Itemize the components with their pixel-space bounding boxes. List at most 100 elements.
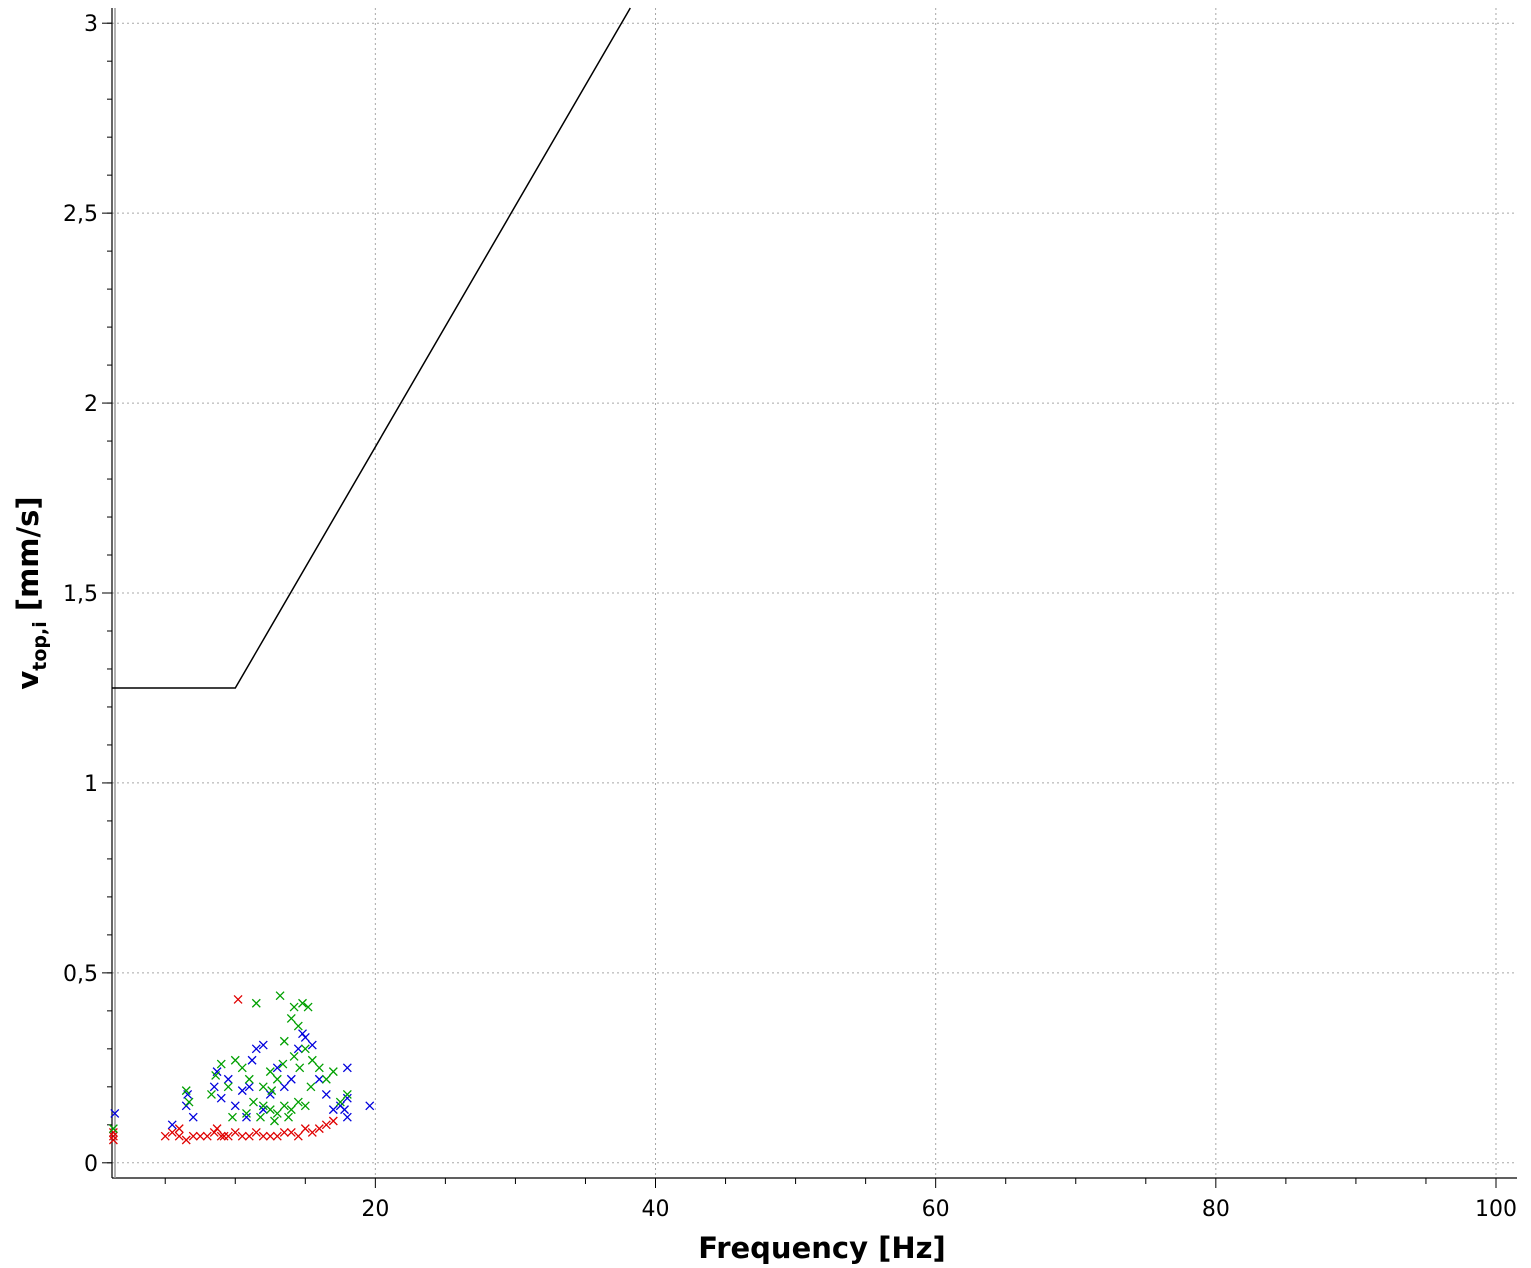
data-point [265, 1105, 275, 1115]
data-point [279, 1101, 289, 1111]
data-point [188, 1112, 198, 1122]
data-point [275, 991, 285, 1001]
data-point [278, 1059, 288, 1069]
data-point [293, 1044, 303, 1054]
data-point [244, 1131, 254, 1141]
data-point [251, 1127, 261, 1137]
data-point [265, 1067, 275, 1077]
data-point [184, 1097, 194, 1107]
data-point [300, 1124, 310, 1134]
data-point [258, 1105, 268, 1115]
data-point [272, 1074, 282, 1084]
grid [112, 8, 1517, 1178]
data-point [270, 1116, 279, 1126]
data-point [230, 1055, 240, 1065]
y-tick-label: 1 [84, 772, 98, 797]
data-point [298, 998, 307, 1008]
data-point [230, 1127, 240, 1137]
data-point [242, 1112, 251, 1122]
data-point [247, 1055, 257, 1065]
data-point [108, 1124, 118, 1134]
data-point [286, 1105, 296, 1115]
data-point [244, 1082, 254, 1092]
y-tick-label: 0 [84, 1152, 98, 1177]
data-point [328, 1116, 338, 1126]
data-point [303, 1002, 313, 1012]
data-point [233, 995, 243, 1004]
limit-line [112, 7, 631, 689]
data-point [279, 1082, 289, 1092]
x-tick-label: 100 [1475, 1197, 1517, 1222]
data-point [108, 1131, 118, 1141]
data-point [202, 1131, 212, 1141]
data-point [237, 1063, 247, 1073]
data-point [328, 1105, 338, 1115]
data-point [272, 1063, 282, 1073]
data-point [242, 1108, 251, 1118]
data-point [342, 1112, 352, 1122]
data-point [365, 1101, 375, 1111]
x-tick-label: 20 [361, 1197, 389, 1222]
axes [102, 8, 1517, 1188]
data-point [289, 1051, 299, 1061]
data-point [108, 1127, 118, 1137]
data-point [219, 1131, 229, 1141]
y-axis-title-subscript: top,i [29, 621, 51, 670]
data-point [167, 1120, 177, 1130]
data-point [258, 1040, 268, 1050]
data-point [251, 1044, 261, 1054]
data-point [188, 1131, 198, 1141]
data-point [195, 1131, 205, 1141]
data-point [321, 1089, 331, 1099]
data-point [223, 1074, 233, 1084]
y-tick-label: 2 [84, 392, 98, 417]
data-point [342, 1093, 352, 1103]
data-point [251, 998, 261, 1008]
data-point [307, 1040, 317, 1050]
data-point [181, 1086, 191, 1096]
x-tick-label: 40 [642, 1197, 670, 1222]
data-point [295, 1063, 305, 1073]
data-point [223, 1082, 233, 1092]
data-points [108, 991, 375, 1145]
data-point [237, 1086, 247, 1096]
data-point [293, 1131, 303, 1141]
y-tick-label: 1,5 [63, 582, 98, 607]
data-point [293, 1097, 303, 1107]
data-point [206, 1089, 216, 1099]
data-point [314, 1074, 324, 1084]
data-point [342, 1063, 352, 1073]
data-point [108, 1135, 118, 1145]
data-point [160, 1131, 170, 1141]
data-point [293, 1021, 303, 1031]
data-point [167, 1127, 177, 1137]
x-axis-title: Frequency [Hz] [698, 1231, 946, 1265]
data-point [265, 1131, 275, 1141]
data-point [110, 1108, 120, 1118]
data-point [298, 1029, 307, 1039]
data-point [256, 1112, 265, 1122]
data-point [267, 1086, 277, 1096]
data-point [272, 1131, 282, 1141]
data-point [279, 1036, 289, 1046]
data-point [272, 1108, 282, 1118]
data-point [258, 1082, 268, 1092]
data-point [230, 1101, 240, 1111]
data-point [223, 1131, 233, 1141]
data-point [286, 1013, 296, 1023]
y-tick-label: 2,5 [63, 202, 98, 227]
x-tick-label: 80 [1202, 1197, 1230, 1222]
data-point [284, 1112, 293, 1122]
y-axis-title-unit: [mm/s] [11, 496, 45, 621]
data-point [300, 1032, 310, 1042]
data-point [209, 1127, 219, 1137]
data-point [286, 1074, 296, 1084]
data-point [286, 1127, 296, 1137]
data-point [244, 1074, 254, 1084]
data-point [216, 1093, 226, 1103]
data-point [335, 1097, 345, 1107]
data-point [211, 1070, 221, 1080]
data-point [237, 1131, 247, 1141]
data-point [307, 1055, 317, 1065]
